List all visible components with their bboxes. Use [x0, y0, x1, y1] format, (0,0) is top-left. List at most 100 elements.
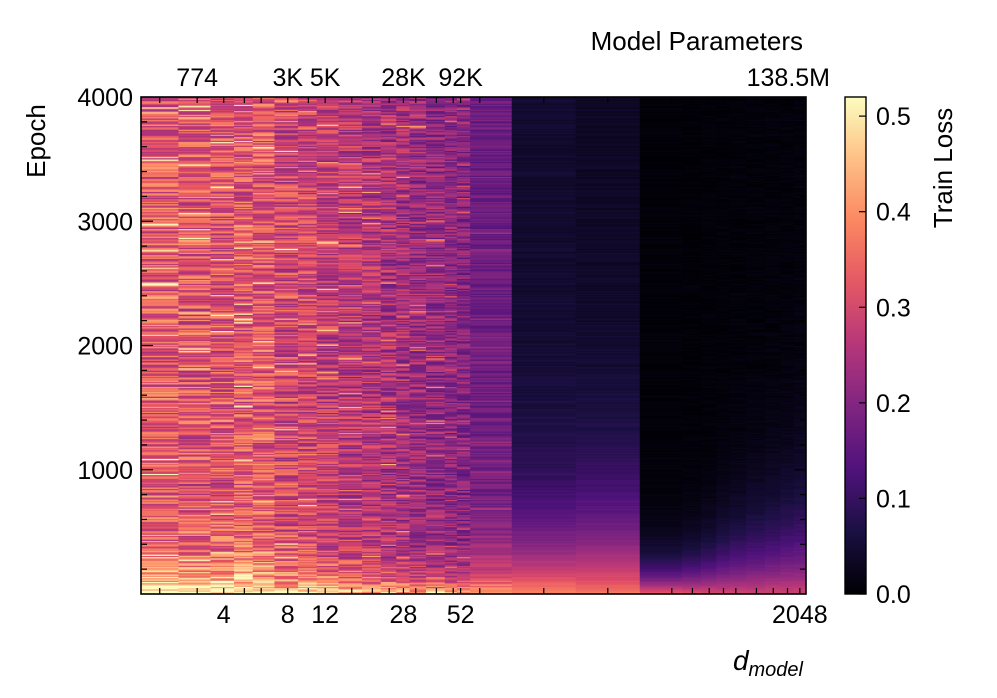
heatmap-cell [298, 126, 318, 129]
heatmap-cell [252, 224, 275, 227]
heatmap-cell [338, 207, 363, 210]
heatmap-cell [380, 197, 397, 200]
heatmap-cell [141, 354, 179, 356]
heatmap-cell [380, 567, 397, 570]
heatmap-cell [362, 370, 382, 372]
heatmap-cell [234, 492, 254, 494]
heatmap-cell [274, 533, 299, 535]
heatmap-cell [274, 502, 299, 504]
heatmap-cell [396, 108, 410, 110]
heatmap-cell [274, 186, 299, 189]
heatmap-cell [316, 279, 339, 282]
heatmap-cell [316, 152, 339, 155]
heatmap-cell [274, 218, 299, 221]
heatmap-cell [252, 280, 275, 283]
heatmap-cell [274, 217, 299, 220]
heatmap-cell [362, 576, 382, 579]
heatmap-cell [141, 459, 179, 462]
heatmap-cell [362, 405, 382, 407]
heatmap-cell [274, 441, 299, 443]
heatmap-cell [396, 559, 410, 561]
heatmap-cell [362, 141, 382, 144]
heatmap-cell [298, 183, 318, 186]
heatmap-cell [380, 294, 397, 297]
heatmap-cell [141, 364, 179, 366]
heatmap-cell [338, 433, 363, 436]
heatmap-cell [396, 546, 410, 549]
heatmap-cell [316, 423, 339, 426]
heatmap-cell [141, 504, 179, 507]
heatmap-cell [316, 210, 339, 212]
heatmap-cell [316, 487, 339, 489]
heatmap-cell [234, 507, 254, 509]
heatmap-cell [380, 352, 397, 355]
heatmap-cell [178, 220, 211, 222]
heatmap-cell [316, 580, 339, 582]
heatmap-cell [338, 110, 363, 113]
heatmap-cell [298, 382, 318, 385]
heatmap-cell [252, 246, 275, 248]
heatmap-cell [274, 398, 299, 401]
heatmap-cell [298, 485, 318, 488]
heatmap-cell [210, 186, 235, 189]
heatmap-cell [380, 433, 397, 436]
heatmap-cell [338, 123, 363, 125]
heatmap-cell [210, 293, 235, 295]
heatmap-cell [274, 561, 299, 564]
heatmap-cell [141, 350, 179, 353]
heatmap-cell [380, 369, 397, 371]
heatmap-cell [210, 253, 235, 256]
heatmap-cell [362, 566, 382, 569]
heatmap-cell [338, 99, 363, 102]
heatmap-cell [178, 449, 211, 452]
heatmap-cell [316, 548, 339, 550]
heatmap-cell [252, 99, 275, 102]
heatmap-cell [141, 478, 179, 481]
heatmap-cell [396, 297, 410, 299]
heatmap-cell [252, 541, 275, 544]
heatmap-cell [316, 186, 339, 189]
heatmap-cell [338, 470, 363, 473]
heatmap-cell [409, 577, 427, 580]
heatmap-cell [298, 571, 318, 574]
heatmap-cell [274, 330, 299, 333]
heatmap-cell [362, 136, 382, 139]
heatmap-cell [396, 316, 410, 319]
heatmap-cell [252, 579, 275, 581]
heatmap-cell [298, 124, 318, 126]
heatmap-cell [380, 412, 397, 415]
heatmap-cell [252, 221, 275, 223]
heatmap-cell [396, 344, 410, 346]
heatmap-cell [380, 297, 397, 299]
heatmap-cell [210, 364, 235, 366]
heatmap-cell [178, 215, 211, 217]
heatmap-cell [178, 183, 211, 186]
heatmap-cell [396, 402, 410, 405]
heatmap-cell [380, 121, 397, 124]
heatmap-cell [141, 416, 179, 418]
heatmap-cell [210, 555, 235, 558]
heatmap-cell [362, 489, 382, 492]
heatmap-cell [234, 372, 254, 375]
heatmap-cell [210, 484, 235, 487]
heatmap-cell [338, 418, 363, 421]
heatmap-cell [298, 208, 318, 211]
heatmap-cell [274, 453, 299, 456]
heatmap-cell [234, 360, 254, 363]
heatmap-cell [274, 356, 299, 359]
heatmap-cell [380, 111, 397, 114]
heatmap-cell [252, 141, 275, 144]
heatmap-cell [380, 475, 397, 478]
heatmap-cell [274, 141, 299, 144]
heatmap-cell [234, 510, 254, 513]
heatmap-cell [234, 569, 254, 571]
heatmap-cell [274, 126, 299, 129]
heatmap-cell [338, 246, 363, 248]
heatmap-cell [252, 165, 275, 167]
heatmap-cell [338, 469, 363, 472]
heatmap-column-d10 [298, 97, 318, 594]
heatmap-cell [178, 530, 211, 533]
heatmap-cell [380, 553, 397, 555]
heatmap-cell [380, 448, 397, 451]
